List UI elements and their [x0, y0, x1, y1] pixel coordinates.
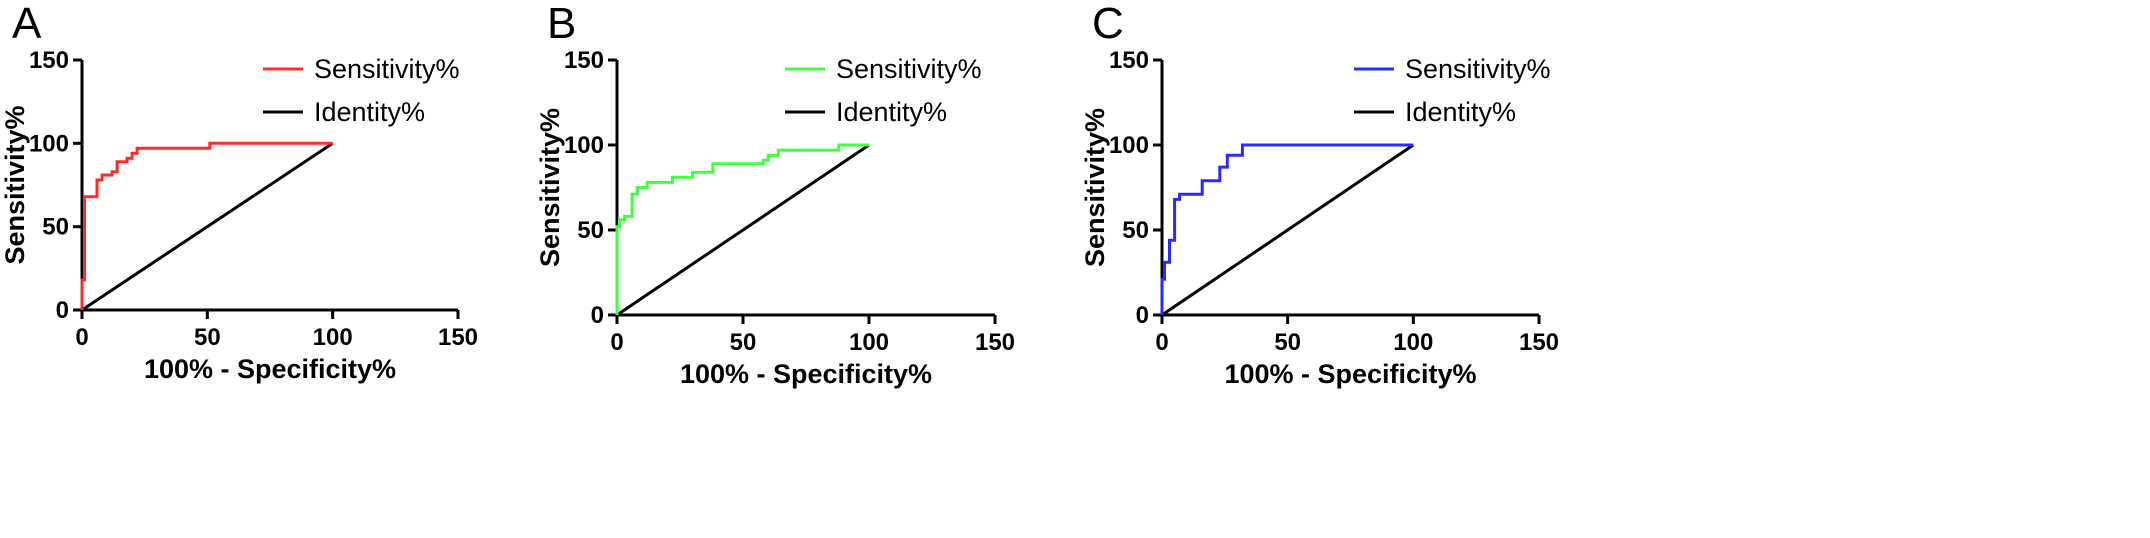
- identity-line: [1161, 143, 1415, 317]
- y-tick-label: 0: [56, 297, 69, 324]
- sensitivity-curve: [1160, 143, 1414, 315]
- chart-panel-c: C 0 50 100 150 0 50 100 150 100% - Specificity% Se…: [1080, 0, 1559, 389]
- x-tick-label: 50: [730, 329, 757, 356]
- panel-letter: A: [12, 0, 42, 48]
- y-tick-label: 0: [1136, 302, 1149, 329]
- panel-letter: B: [547, 0, 576, 48]
- y-tick-label: 50: [42, 214, 69, 241]
- y-tick-label: 100: [1109, 132, 1149, 159]
- x-tick-label: 0: [610, 329, 623, 356]
- legend-label: Identity%: [836, 97, 947, 127]
- legend-label: Identity%: [1405, 97, 1516, 127]
- y-tick-label: 100: [564, 132, 604, 159]
- x-tick-label: 100: [849, 329, 889, 356]
- x-tick-label: 150: [1519, 329, 1559, 356]
- x-axis-title: 100% - Specificity%: [144, 354, 396, 384]
- legend-label: Sensitivity%: [836, 54, 982, 84]
- x-tick-label: 0: [75, 324, 88, 351]
- y-tick-label: 50: [1122, 217, 1149, 244]
- legend-label: Identity%: [314, 97, 425, 127]
- x-tick-label: 150: [975, 329, 1015, 356]
- x-axis-title: 100% - Specificity%: [680, 359, 932, 389]
- y-tick-label: 0: [591, 302, 604, 329]
- x-axis-title: 100% - Specificity%: [1224, 359, 1476, 389]
- identity-line: [616, 143, 870, 317]
- x-tick-label: 0: [1155, 329, 1168, 356]
- y-tick-label: 150: [29, 47, 69, 74]
- y-axis-title: Sensitivity%: [0, 105, 30, 264]
- y-tick-label: 50: [577, 217, 604, 244]
- sensitivity-curve: [615, 143, 869, 315]
- x-tick-label: 50: [1274, 329, 1301, 356]
- legend-label: Sensitivity%: [314, 54, 460, 84]
- y-tick-label: 150: [1109, 47, 1149, 74]
- y-axis-title: Sensitivity%: [1080, 108, 1110, 267]
- x-tick-label: 100: [1393, 329, 1433, 356]
- x-tick-label: 50: [194, 324, 221, 351]
- y-axis-title: Sensitivity%: [535, 108, 565, 267]
- chart-panel-b: B 0 50 100 150 0 50 100 150 100% - Specificity% Se…: [535, 0, 1015, 389]
- panel-letter: C: [1092, 0, 1124, 48]
- legend-label: Sensitivity%: [1405, 54, 1551, 84]
- y-tick-label: 150: [564, 47, 604, 74]
- sensitivity-curve: [80, 141, 333, 310]
- x-tick-label: 100: [313, 324, 353, 351]
- chart-panel-a: A 0 50 100 150 0 50 100 150 100% - Specificity% Se…: [0, 0, 478, 384]
- x-tick-label: 150: [438, 324, 478, 351]
- identity-line: [81, 142, 334, 312]
- y-tick-label: 100: [29, 130, 69, 157]
